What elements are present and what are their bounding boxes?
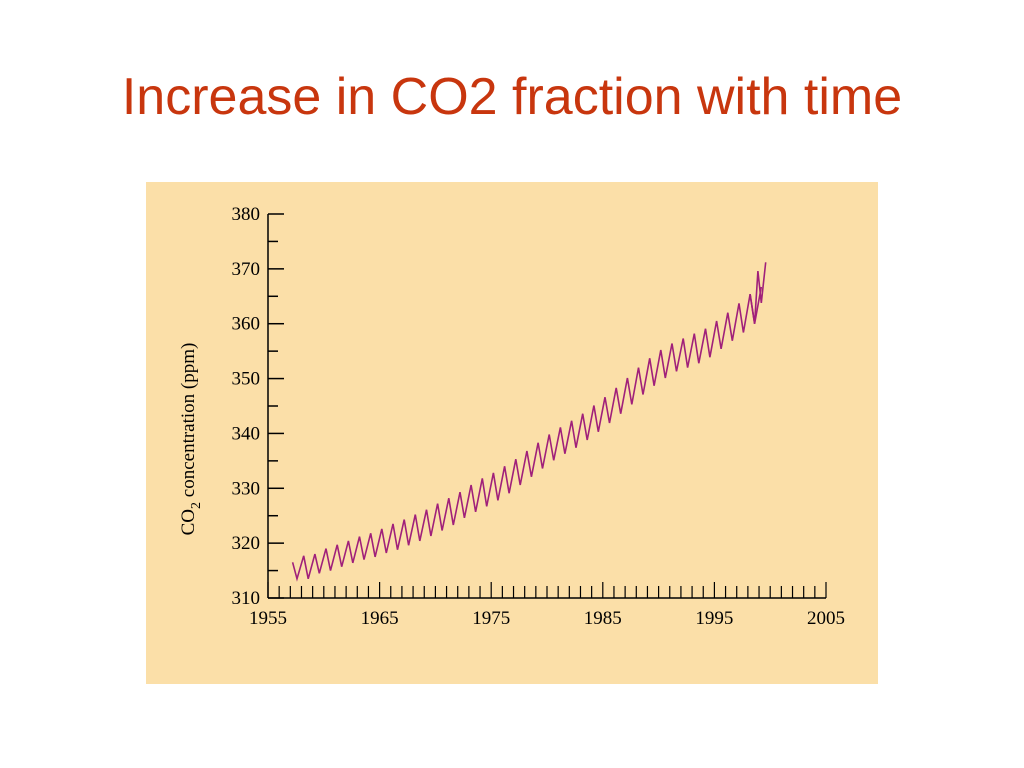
y-tick-label: 350 [232, 369, 261, 390]
y-tick-label: 320 [232, 533, 261, 554]
x-tick-label: 1965 [361, 608, 399, 629]
y-tick-label: 380 [232, 204, 261, 225]
co2-series-line-1 [749, 262, 767, 324]
y-axis-label: CO2 concentration (ppm) [178, 343, 204, 536]
co2-series-line-0 [291, 286, 763, 582]
y-tick-label: 310 [232, 588, 261, 609]
chart-panel: CO2 concentration (ppm) 310 320 330 340 350 3… [146, 182, 878, 684]
y-axis-label-subscript: 2 [189, 502, 204, 509]
co2-line-chart: CO2 concentration (ppm) 3103203303403503… [178, 204, 846, 629]
x-tick-label: 1975 [472, 608, 510, 629]
y-axis-label-main: CO [178, 509, 199, 535]
y-tick-label: 330 [232, 478, 261, 499]
x-tick-label: 2005 [807, 608, 845, 629]
plot-layer [291, 262, 767, 582]
x-tick-label: 1995 [695, 608, 733, 629]
y-tick-label: 340 [232, 423, 261, 444]
y-axis-label-rest: concentration (ppm) [178, 343, 199, 502]
y-tick-label: 370 [232, 259, 261, 280]
axes-layer: 310 320 330 340 350 360 370 380 1955 1965 1975 1985… [232, 204, 846, 629]
slide-title: Increase in CO2 fraction with time [121, 68, 903, 126]
x-tick-label: 1985 [584, 608, 622, 629]
y-tick-label: 360 [232, 314, 261, 335]
x-tick-label: 1955 [249, 608, 287, 629]
